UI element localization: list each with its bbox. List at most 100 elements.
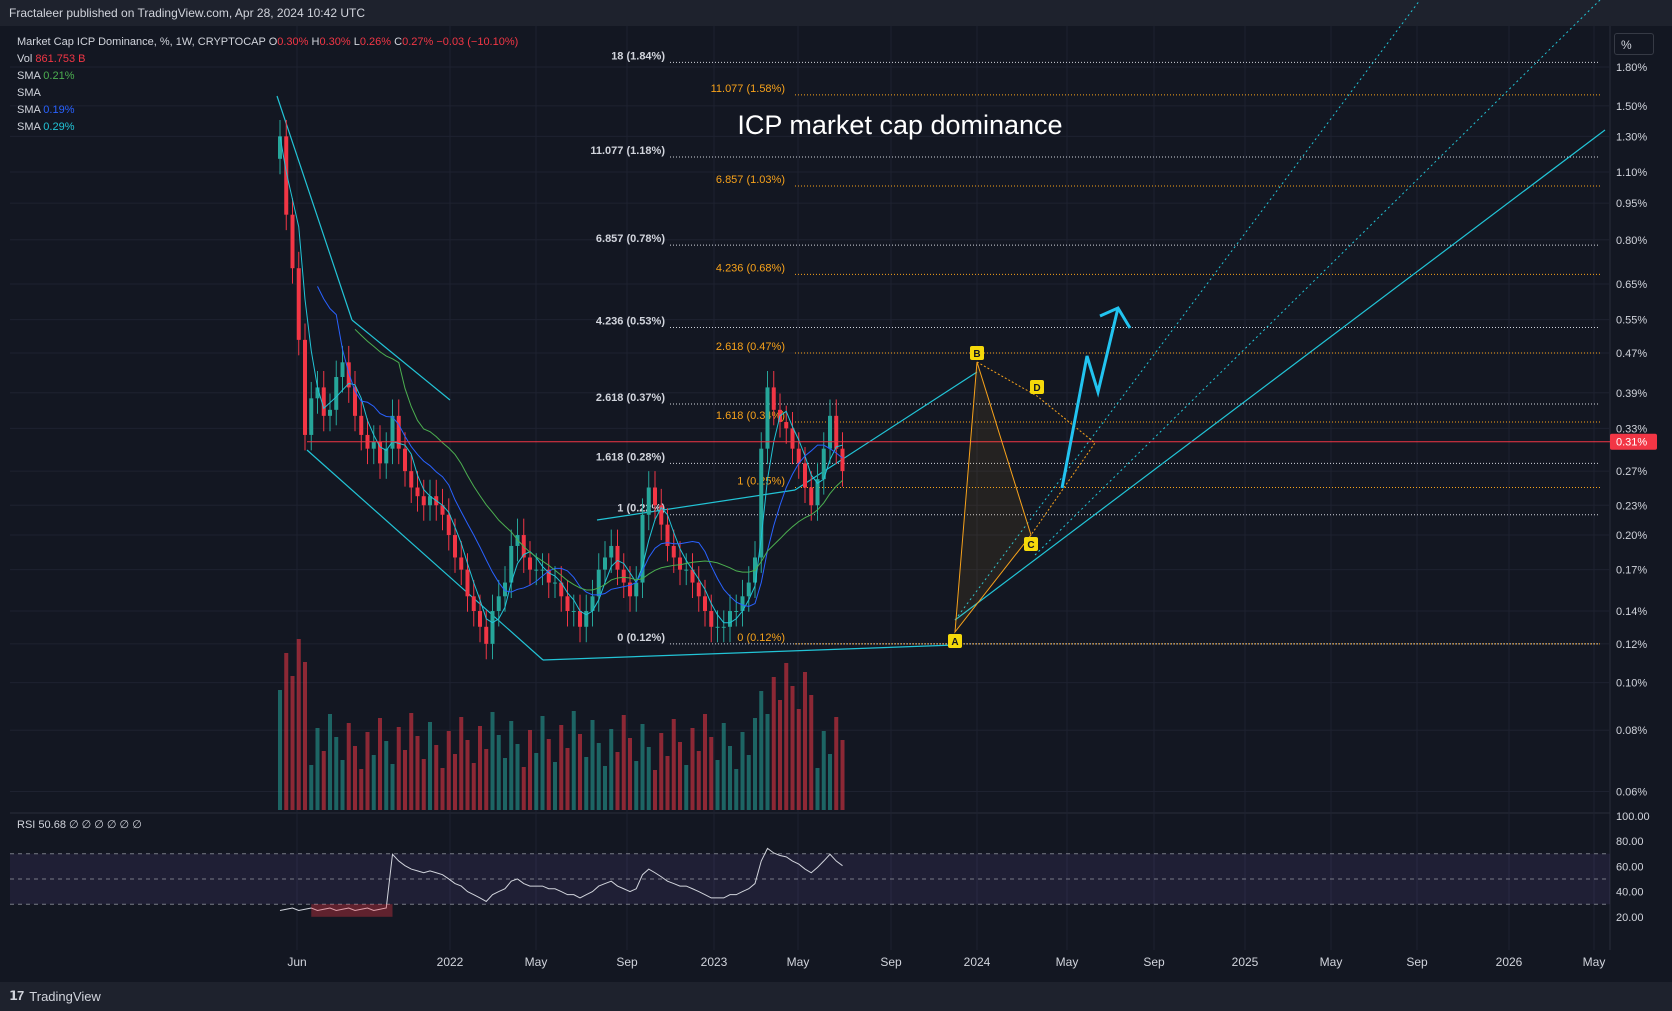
y-tick-label: 1.80% — [1616, 62, 1647, 74]
pattern-point-label: C — [1027, 540, 1034, 551]
rsi-legend[interactable]: RSI 50.68 ∅ ∅ ∅ ∅ ∅ ∅ — [17, 818, 142, 831]
volume-bar — [584, 757, 589, 810]
candle-body — [334, 377, 339, 410]
volume-bar — [309, 765, 314, 810]
y-tick-label: 0.23% — [1616, 500, 1647, 512]
volume-bar — [746, 755, 751, 810]
y-tick-label: 0.65% — [1616, 279, 1647, 291]
legend-symbol[interactable]: Market Cap ICP Dominance, %, 1W, CRYPTOC… — [17, 36, 266, 48]
y-tick-label: 0.39% — [1616, 388, 1647, 400]
volume-bar — [459, 717, 464, 810]
x-tick-label: 2026 — [1496, 955, 1523, 969]
volume-bar — [603, 766, 607, 810]
volume-bar — [384, 741, 389, 810]
volume-bar — [284, 653, 289, 810]
candle-body — [496, 596, 501, 612]
candle-body — [771, 387, 776, 410]
x-tick-label: 2022 — [437, 955, 464, 969]
legend-close: 0.27% — [402, 36, 434, 48]
volume-bar — [440, 768, 445, 810]
rsi-value: 50.68 — [38, 819, 66, 831]
volume-bar — [665, 756, 670, 810]
volume-bar — [340, 760, 345, 810]
candle-body — [678, 557, 682, 570]
candle-body — [615, 545, 620, 570]
candle-body — [734, 611, 739, 613]
candle-body — [571, 611, 576, 613]
volume-bar — [540, 716, 545, 810]
x-tick-label: May — [525, 955, 548, 969]
candle-body — [321, 387, 326, 416]
volume-bar — [671, 719, 676, 810]
x-tick-label: May — [1583, 955, 1606, 969]
chart-title-annotation: ICP market cap dominance — [737, 110, 1062, 140]
volume-bar — [503, 758, 507, 810]
volume-bar — [521, 767, 526, 810]
candle-body — [478, 611, 482, 627]
candle-body — [596, 569, 601, 597]
y-tick-label: 0.17% — [1616, 565, 1647, 577]
trend-line — [542, 644, 956, 661]
y-tick-label: 0.27% — [1616, 466, 1647, 478]
legend-high-label: H — [311, 36, 320, 48]
volume-bar — [415, 736, 420, 810]
legend-high: 0.30% — [319, 36, 351, 48]
legend-open: 0.30% — [277, 36, 309, 48]
volume-bar — [815, 768, 820, 810]
candle-body — [821, 448, 826, 480]
tradingview-logo[interactable]: 𝟭7 TradingView — [9, 988, 101, 1004]
trend-line — [351, 319, 451, 401]
volume-bar — [365, 732, 370, 810]
volume-bar — [590, 720, 595, 810]
published-text: Fractaleer published on TradingView.com,… — [9, 6, 365, 20]
volume-bar — [621, 715, 626, 810]
volume-bar — [596, 743, 601, 810]
legend-sma1-row[interactable]: SMA 0.21% — [17, 68, 518, 85]
volume-bar — [546, 739, 551, 810]
volume-bar — [421, 759, 426, 810]
candle-body — [690, 569, 695, 583]
volume-bar — [684, 765, 689, 810]
candle-body — [340, 362, 345, 378]
volume-bar — [434, 745, 439, 810]
candle-body — [346, 362, 351, 388]
y-tick-label: 0.95% — [1616, 198, 1647, 210]
projection-arrow — [1060, 307, 1120, 489]
x-tick-label: 2024 — [964, 955, 991, 969]
candle-body — [290, 214, 295, 269]
volume-bar — [290, 676, 295, 810]
legend-symbol-row: Market Cap ICP Dominance, %, 1W, CRYPTOC… — [17, 34, 518, 51]
legend-sma2-row[interactable]: SMA — [17, 85, 518, 102]
volume-bar — [759, 691, 764, 810]
fib-orange-label: 6.857 (1.03%) — [716, 174, 785, 186]
volume-bar — [328, 714, 332, 810]
candle-body — [528, 557, 532, 570]
candle-body — [471, 596, 476, 612]
percent-scale-button[interactable]: % — [1614, 33, 1654, 55]
current-price-tag — [1610, 433, 1657, 450]
tradingview-logo-icon: 𝟭7 — [9, 988, 24, 1003]
volume-bar — [840, 740, 845, 810]
volume-bar — [753, 718, 757, 810]
sma-green-line — [354, 328, 843, 591]
volume-bar — [396, 727, 401, 810]
candle-body — [634, 582, 639, 597]
current-price-label: 0.31% — [1616, 437, 1647, 449]
candle-body — [378, 441, 382, 464]
candle-body — [665, 524, 670, 546]
legend-sma4-row[interactable]: SMA 0.29% — [17, 119, 518, 136]
y-tick-label: 1.50% — [1616, 101, 1647, 113]
volume-bar — [403, 750, 407, 810]
legend-sma3-row[interactable]: SMA 0.19% — [17, 102, 518, 119]
y-tick-label: 1.30% — [1616, 131, 1647, 143]
published-bar: Fractaleer published on TradingView.com,… — [0, 0, 1672, 26]
legend-vol-row[interactable]: Vol 861.753 B — [17, 51, 518, 68]
candle-body — [759, 448, 764, 558]
candle-body — [696, 582, 701, 597]
fib-white-label: 11.077 (1.18%) — [590, 145, 665, 157]
volume-bar — [690, 728, 695, 810]
volume-bar — [809, 695, 814, 810]
candle-body — [784, 422, 789, 429]
